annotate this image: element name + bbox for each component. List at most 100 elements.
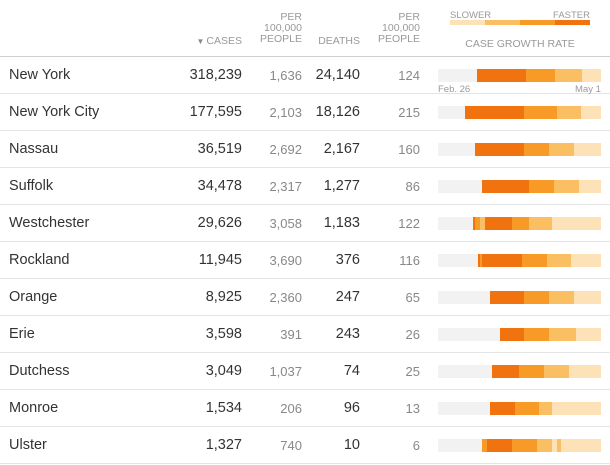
growth-day-cell <box>566 143 569 156</box>
county-name: Nassau <box>9 141 59 157</box>
growth-day-cell <box>499 254 503 267</box>
growth-day-cell <box>549 291 552 304</box>
growth-day-cell <box>497 254 500 267</box>
cases-value: 34,478 <box>197 178 242 194</box>
growth-day-cell <box>509 365 513 378</box>
growth-day-cell <box>467 402 471 415</box>
growth-day-cell <box>492 180 495 193</box>
growth-day-cell <box>479 254 483 267</box>
growth-day-cell <box>447 180 451 193</box>
growth-day-cell <box>475 365 478 378</box>
growth-day-cell <box>596 106 599 119</box>
growth-day-cell <box>445 69 448 82</box>
growth-day-cell <box>447 143 451 156</box>
growth-day-cell <box>470 365 473 378</box>
growth-day-cell <box>526 217 530 230</box>
growth-day-cell <box>555 69 558 82</box>
growth-day-cell <box>499 291 503 304</box>
growth-day-cell <box>588 439 592 452</box>
growth-day-cell <box>561 180 564 193</box>
growth-day-cell <box>517 439 520 452</box>
growth-day-cell <box>531 106 535 119</box>
growth-day-cell <box>440 439 443 452</box>
growth-day-cell <box>487 402 490 415</box>
growth-day-cell <box>462 291 466 304</box>
growth-day-cell <box>472 328 476 341</box>
growth-day-cell <box>576 328 579 341</box>
deaths-per-100k-value: 86 <box>405 179 420 194</box>
growth-day-cell <box>591 328 594 341</box>
growth-day-cell <box>591 365 594 378</box>
growth-day-cell <box>519 180 522 193</box>
growth-day-cell <box>497 291 500 304</box>
cases-per-100k-value: 2,317 <box>269 179 302 194</box>
cases-per-100k-value: 1,037 <box>269 364 302 379</box>
growth-day-cell <box>571 328 574 341</box>
growth-day-cell <box>470 328 473 341</box>
growth-day-cell <box>470 217 473 230</box>
growth-day-cell <box>542 69 546 82</box>
growth-day-cell <box>568 328 572 341</box>
growth-day-cell <box>541 328 545 341</box>
growth-day-cell <box>450 402 453 415</box>
growth-day-cell <box>462 365 466 378</box>
cases-per-100k-header[interactable]: PER 100,000 PEOPLE <box>259 11 302 45</box>
growth-day-cell <box>499 217 503 230</box>
growth-day-cell <box>508 69 512 82</box>
growth-day-cell <box>524 291 527 304</box>
timeline-start-label: Feb. 26 <box>438 84 471 95</box>
cases-per-100k-value: 3,058 <box>269 216 302 231</box>
table-row: Nassau 36,519 2,692 2,167 160 <box>0 131 610 168</box>
growth-day-cell <box>541 254 545 267</box>
cases-column-header[interactable]: ▼ CASES <box>196 36 242 47</box>
growth-day-cell <box>541 402 545 415</box>
growth-day-cell <box>519 365 522 378</box>
growth-day-cell <box>558 254 562 267</box>
growth-day-cell <box>517 180 520 193</box>
growth-day-cell <box>568 143 572 156</box>
growth-day-cell <box>494 291 498 304</box>
growth-day-cell <box>475 143 478 156</box>
growth-day-cell <box>596 439 599 452</box>
growth-day-cell <box>551 291 555 304</box>
growth-day-cell <box>445 328 448 341</box>
growth-day-cell <box>517 143 520 156</box>
growth-day-cell <box>462 217 466 230</box>
growth-day-cell <box>450 291 453 304</box>
growth-day-cell <box>584 69 587 82</box>
growth-day-cell <box>504 180 508 193</box>
deaths-per-100k-value: 215 <box>398 105 420 120</box>
growth-day-cell <box>521 180 525 193</box>
growth-day-cell <box>467 365 471 378</box>
county-name: Dutchess <box>9 363 70 379</box>
growth-day-cell <box>526 106 530 119</box>
growth-day-cell <box>586 69 590 82</box>
growth-day-cell <box>504 328 508 341</box>
growth-day-cell <box>482 328 485 341</box>
table-row: Monroe 1,534 206 96 13 <box>0 390 610 427</box>
growth-day-cell <box>470 439 473 452</box>
growth-day-cell <box>477 69 480 82</box>
growth-day-cell <box>534 143 537 156</box>
growth-day-cell <box>537 69 541 82</box>
growth-day-cell <box>593 291 596 304</box>
growth-day-cell <box>557 69 560 82</box>
growth-day-cell <box>506 69 509 82</box>
growth-day-cell <box>529 143 532 156</box>
growth-day-cell <box>556 291 559 304</box>
growth-day-cell <box>576 402 579 415</box>
deaths-per-100k-header[interactable]: PER 100,000 PEOPLE <box>377 11 420 45</box>
growth-day-cell <box>438 439 441 452</box>
growth-day-cell <box>554 365 557 378</box>
growth-day-cell <box>544 143 547 156</box>
growth-day-cell <box>502 180 505 193</box>
deaths-column-header[interactable]: DEATHS <box>318 35 360 47</box>
growth-day-cell <box>531 180 535 193</box>
growth-day-cell <box>568 291 572 304</box>
growth-day-cell <box>596 180 599 193</box>
growth-day-cell <box>462 254 466 267</box>
growth-day-cell <box>475 402 478 415</box>
cases-per-100k-value: 2,692 <box>269 142 302 157</box>
growth-day-cell <box>531 402 535 415</box>
growth-day-cell <box>497 106 500 119</box>
